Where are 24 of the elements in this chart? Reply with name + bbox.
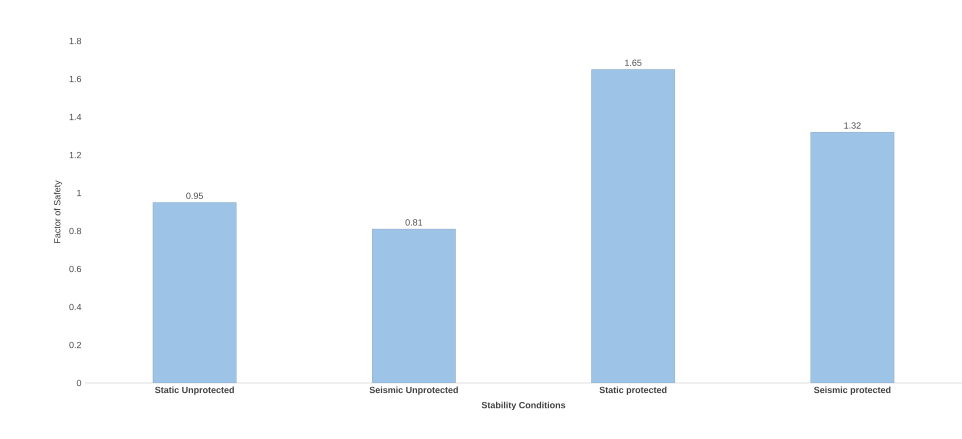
y-tick-label: 0.4	[69, 304, 82, 310]
y-tick-label: 1.8	[70, 38, 82, 44]
data-label: 1.32	[844, 122, 861, 129]
bar	[372, 228, 456, 383]
data-label: 0.81	[405, 219, 422, 226]
y-tick-label: 0.6	[69, 266, 82, 272]
x-tick-label: Seismic protected	[814, 386, 890, 395]
y-axis-title: Factor of Safety	[54, 180, 62, 243]
y-tick-label: 1.2	[70, 152, 82, 158]
x-tick-label: Seismic Unprotected	[370, 386, 458, 395]
x-axis-title: Stability Conditions	[482, 402, 566, 410]
y-tick-label: 1.6	[70, 76, 82, 82]
data-label: 1.65	[625, 60, 642, 66]
y-tick-label: 1.4	[70, 114, 82, 120]
data-label: 0.95	[186, 192, 203, 199]
bar	[810, 132, 894, 383]
y-tick-label: 0.2	[69, 342, 82, 348]
bar	[152, 202, 236, 383]
y-tick-label: 1	[77, 190, 82, 196]
y-tick-label: 0	[76, 380, 82, 386]
x-tick-label: Static protected	[600, 386, 666, 395]
x-tick-label: Static Unprotected	[155, 386, 234, 395]
bar	[591, 69, 675, 383]
y-tick-label: 0.8	[69, 228, 82, 234]
